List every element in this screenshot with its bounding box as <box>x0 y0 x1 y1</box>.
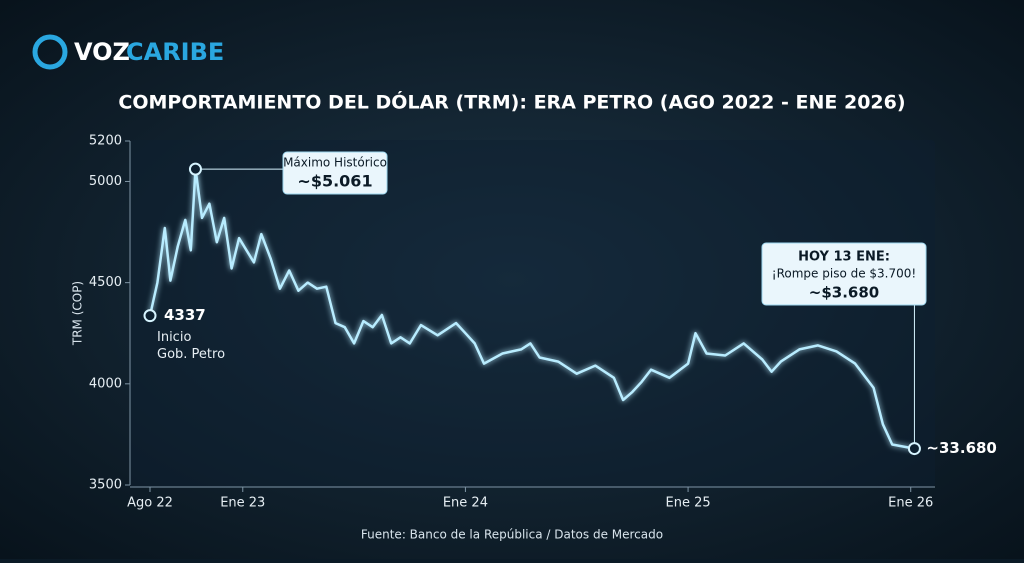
start-value: 4337 <box>164 306 206 324</box>
today-callout <box>761 242 927 306</box>
end-value: ~33.680 <box>926 439 996 457</box>
y-tick-label: 5000 <box>89 174 122 189</box>
y-tick-label: 3500 <box>89 478 122 493</box>
max-callout <box>282 151 388 195</box>
x-tick-label: Ene 25 <box>666 496 711 511</box>
end-marker <box>907 442 921 456</box>
max-title: Máximo Histórico <box>283 156 387 170</box>
x-tick-label: Ene 24 <box>443 496 488 511</box>
today-title: HOY 13 ENE: <box>798 250 890 265</box>
logo-voz: VOZ <box>74 38 130 66</box>
y-tick-label: 5200 <box>89 134 122 149</box>
start-marker <box>143 309 157 323</box>
plot-panel <box>130 140 935 488</box>
logo-icon <box>32 34 68 70</box>
logo: VOZ CARIBE <box>32 34 224 70</box>
logo-caribe: CARIBE <box>126 38 224 66</box>
y-tick-label: 4000 <box>89 376 122 391</box>
x-tick-label: Ago 22 <box>127 496 173 511</box>
y-tick-label: 4500 <box>89 275 122 290</box>
start-label: Gob. Petro <box>157 347 225 362</box>
y-axis-label: TRM (COP) <box>71 281 85 346</box>
max-marker <box>188 162 202 176</box>
today-value: ~$3.680 <box>809 284 879 302</box>
source: Fuente: Banco de la República / Datos de… <box>361 528 663 542</box>
trm-line <box>148 167 915 450</box>
max-value: ~$5.061 <box>297 172 372 191</box>
start-label: Inicio <box>157 330 191 345</box>
x-tick-label: Ene 23 <box>220 496 265 511</box>
x-tick-label: Ene 26 <box>888 496 933 511</box>
today-sub: ¡Rompe piso de $3.700! <box>772 267 916 281</box>
chart-title: COMPORTAMIENTO DEL DÓLAR (TRM): ERA PETR… <box>118 90 905 114</box>
